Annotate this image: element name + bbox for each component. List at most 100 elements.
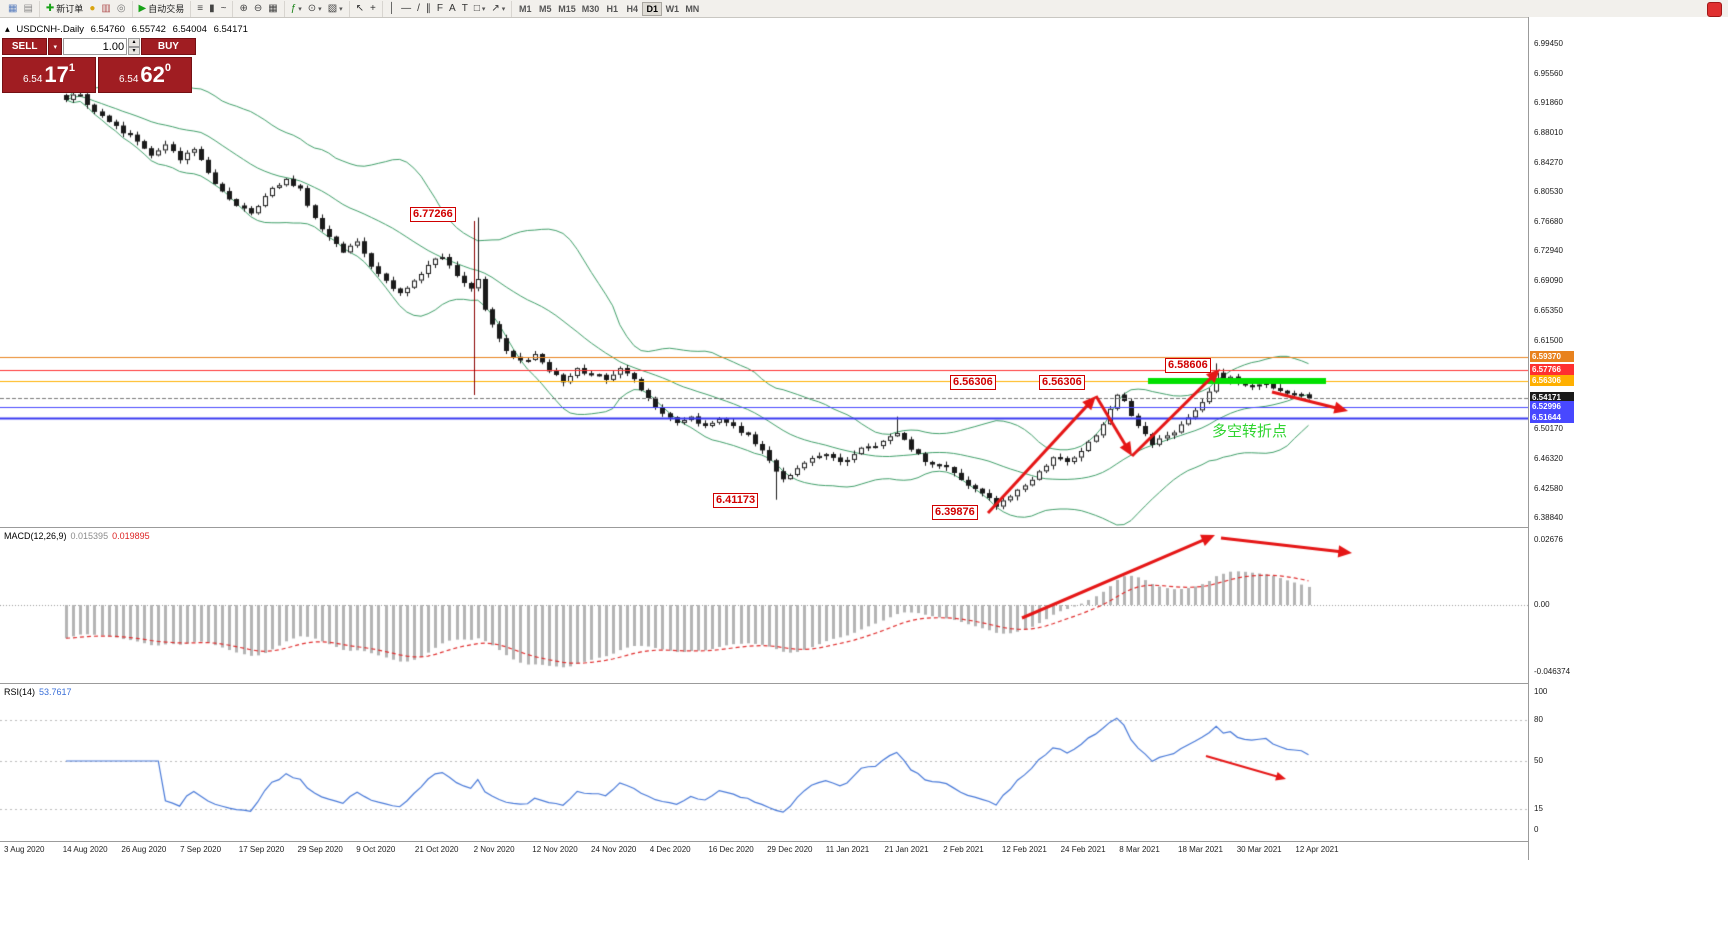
date-label: 18 Mar 2021 [1178, 845, 1223, 854]
horizontal-line-icon: — [401, 2, 412, 14]
candlestick-chart-icon[interactable]: ▮ [206, 1, 218, 16]
tile-windows-icon: ▦ [268, 2, 278, 14]
indicators-icon[interactable]: ƒ ▾ [288, 1, 305, 16]
horizontal-line-icon[interactable]: — [398, 1, 414, 16]
alerts-icon[interactable]: ◎ [114, 1, 129, 16]
buy-price-button[interactable]: 6.54 62 0 [98, 57, 192, 93]
price-tick: 6.50170 [1534, 424, 1563, 434]
tile-windows-icon[interactable]: ▦ [265, 1, 280, 16]
autotrading-button-label: 自动交易 [148, 4, 185, 14]
vertical-line-icon[interactable]: │ [386, 1, 398, 16]
price-tick: 6.69090 [1534, 276, 1563, 286]
cursor-icon: ↖ [355, 2, 365, 14]
chart-list-icon[interactable]: ▥ [98, 1, 113, 16]
timeframe-h4[interactable]: H4 [622, 2, 642, 16]
price-chart-canvas[interactable] [0, 17, 1528, 527]
indicators-icon: ƒ [290, 2, 297, 14]
timeframe-d1[interactable]: D1 [642, 1, 663, 16]
shapes-icon[interactable]: □ ▾ [471, 1, 489, 16]
bid-prefix: 6.54 [22, 73, 43, 85]
bar-chart-icon[interactable]: ≡ [194, 1, 206, 16]
dropdown-caret-icon: ▾ [339, 5, 343, 13]
rsi-value: 53.7617 [39, 687, 72, 697]
date-label: 16 Dec 2020 [708, 845, 754, 854]
toolbar-group: ▦ ▤ [2, 0, 40, 17]
price-tag: 6.54171 [1530, 392, 1574, 404]
autotrading-button[interactable]: ▶ 自动交易 [136, 1, 188, 16]
text-label-icon: T [461, 2, 468, 14]
line-chart-icon: ~ [220, 2, 227, 14]
volume-input[interactable] [63, 38, 128, 55]
date-label: 24 Nov 2020 [591, 845, 637, 854]
channel-icon[interactable]: ∥ [423, 1, 434, 16]
text-icon: A [449, 2, 456, 14]
periods-icon[interactable]: ⊙ ▾ [305, 1, 325, 16]
date-label: 2 Feb 2021 [943, 845, 984, 854]
line-chart-icon[interactable]: ~ [218, 1, 230, 16]
new-chart-icon: ▦ [8, 2, 18, 14]
timeframe-mn[interactable]: MN [682, 2, 702, 16]
price-tick: 6.76680 [1534, 217, 1563, 227]
rsi-scale-tick: 50 [1534, 756, 1543, 765]
templates-icon[interactable]: ▧ ▾ [325, 1, 346, 16]
rsi-label: RSI(14) 53.7617 [4, 687, 72, 697]
timeframe-h1[interactable]: H1 [602, 2, 622, 16]
price-tick: 6.84270 [1534, 157, 1563, 167]
rsi-scale-tick: 0 [1534, 825, 1539, 834]
time-axis[interactable]: 3 Aug 2020 14 Aug 2020 26 Aug 2020 7 Sep 20… [0, 842, 1528, 860]
news-icon[interactable] [1707, 2, 1722, 17]
macd-pane-canvas[interactable] [0, 528, 1528, 683]
price-tag: 6.59370 [1530, 351, 1574, 363]
price-scale[interactable]: 6.99450 6.95560 6.91860 6.88010 6.84270 6.805… [1529, 17, 1728, 860]
price-tick: 6.42580 [1534, 483, 1563, 493]
arrows-icon: ↗ [491, 2, 500, 14]
crosshair-icon: + [370, 2, 376, 14]
fibonacci-icon[interactable]: F [434, 1, 446, 16]
buy-button[interactable]: BUY [140, 38, 196, 55]
timeframe-m1[interactable]: M1 [515, 2, 535, 16]
rsi-scale-tick: 80 [1534, 714, 1543, 724]
text-icon[interactable]: A [446, 1, 459, 16]
cursor-icon[interactable]: ↖ [353, 1, 367, 16]
sell-button[interactable]: SELL [2, 38, 48, 55]
sell-price-button[interactable]: 6.54 17 1 [2, 57, 96, 93]
rsi-scale-tick: 15 [1534, 804, 1543, 814]
zoom-in-icon: ⊕ [239, 2, 248, 14]
pane-separator[interactable] [0, 683, 1728, 684]
rsi-pane-canvas[interactable] [0, 684, 1528, 841]
market-watch-icon[interactable]: ● [86, 1, 98, 16]
timeframe-m30[interactable]: M30 [579, 2, 603, 16]
channel-icon: ∥ [425, 2, 431, 14]
zoom-out-icon[interactable]: ⊖ [251, 1, 265, 16]
sell-dropdown-caret-icon[interactable]: ▾ [48, 38, 63, 55]
templates-icon: ▧ [327, 2, 338, 14]
crosshair-icon[interactable]: + [367, 1, 379, 16]
candlestick-chart-icon: ▮ [209, 2, 215, 14]
price-tag: 6.57766 [1530, 363, 1574, 375]
market-watch-icon: ● [89, 2, 96, 14]
timeframe-m5[interactable]: M5 [535, 2, 555, 16]
ohlc-low: 6.54004 [172, 24, 207, 35]
trendline-icon[interactable]: / [414, 1, 423, 16]
pane-separator[interactable] [0, 527, 1728, 528]
zoom-in-icon[interactable]: ⊕ [236, 1, 250, 16]
timeframe-m15[interactable]: M15 [555, 2, 579, 16]
price-tag: 6.56306 [1530, 375, 1574, 387]
new-chart-icon[interactable]: ▦ [5, 1, 20, 16]
macd-name: MACD(12,26,9) [4, 531, 67, 541]
new-order-button-label: 新订单 [56, 4, 84, 14]
chart-profiles-icon[interactable]: ▤ [20, 1, 35, 16]
volume-up-icon[interactable]: ▴ [128, 38, 140, 47]
pane-separator[interactable] [0, 841, 1728, 842]
ask-prefix: 6.54 [118, 73, 139, 85]
dropdown-caret-icon: ▾ [481, 5, 486, 13]
scale-separator [1528, 17, 1529, 860]
timeframe-w1[interactable]: W1 [662, 2, 682, 16]
new-order-button: ✚ [45, 2, 55, 14]
text-label-icon[interactable]: T [459, 1, 471, 16]
new-order-button[interactable]: ✚ 新订单 [43, 1, 86, 16]
arrows-icon[interactable]: ↗ ▾ [488, 1, 508, 16]
volume-down-icon[interactable]: ▾ [128, 46, 140, 55]
date-label: 8 Mar 2021 [1119, 845, 1160, 854]
